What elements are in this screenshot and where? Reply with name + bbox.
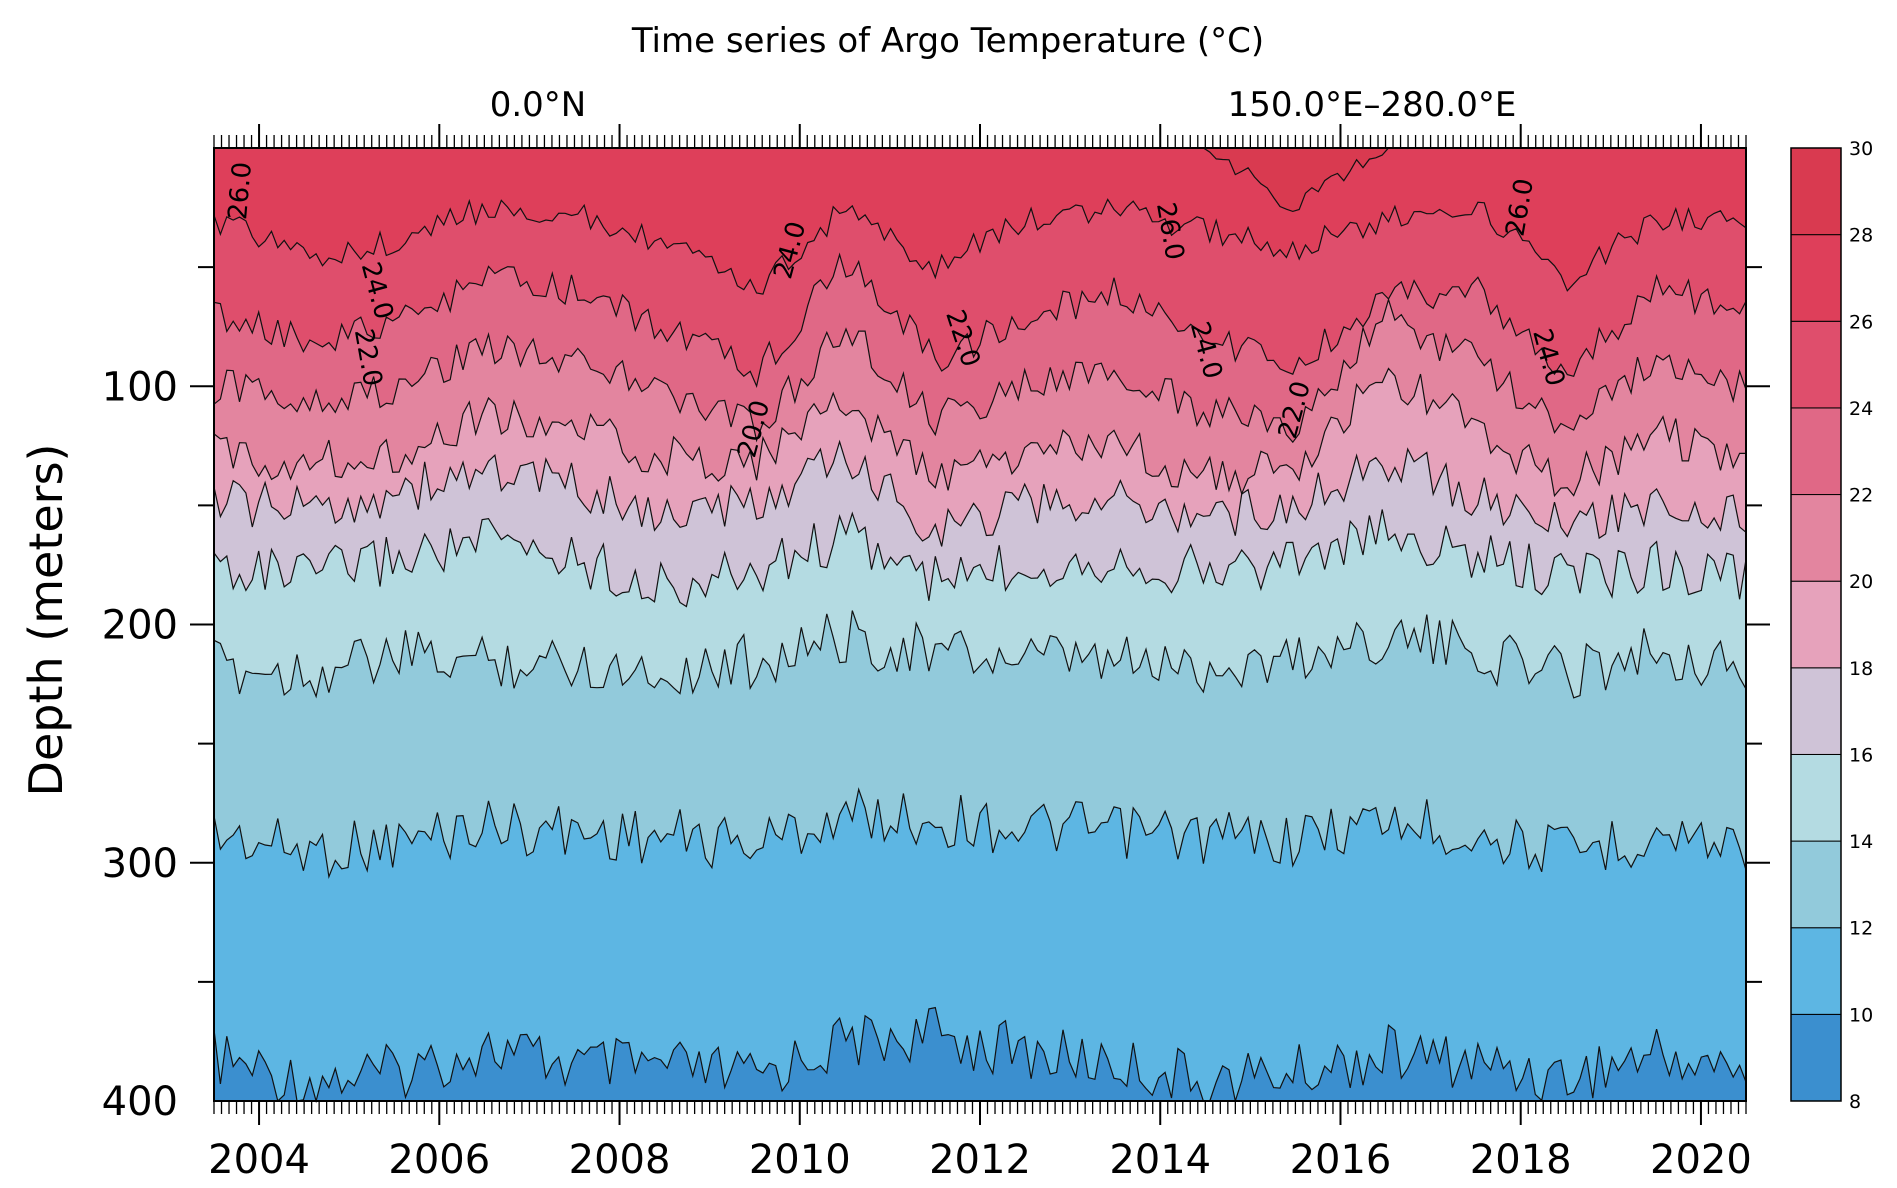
colorbar-swatch	[1790, 840, 1842, 929]
x-tick-label: 2008	[569, 1137, 671, 1183]
colorbar-label: 18	[1849, 658, 1873, 680]
colorbar: 30 28 26 24 22 20 18 16 14 12 10 8	[1790, 138, 1873, 1113]
colorbar-swatch	[1790, 234, 1842, 322]
isotherm-22	[213, 297, 1747, 444]
contour-fills	[214, 148, 1746, 1101]
isotherm-20	[213, 367, 1746, 498]
chart-title: Time series of Argo Temperature (°C)	[631, 21, 1264, 61]
y-tick-label: 300	[102, 841, 178, 887]
contour-label: 26.0	[223, 161, 258, 221]
colorbar-label: 24	[1849, 398, 1873, 420]
x-tick-label: 2006	[388, 1137, 490, 1183]
left-subtitle: 0.0°N	[490, 85, 587, 125]
colorbar-label: 12	[1849, 918, 1873, 940]
colorbar-label: 26	[1849, 311, 1873, 333]
x-tick-label: 2014	[1109, 1137, 1211, 1183]
colorbar-label: 16	[1849, 744, 1873, 766]
isotherm-24	[213, 252, 1747, 389]
colorbar-label: 10	[1849, 1004, 1873, 1026]
colorbar-label: 14	[1849, 831, 1873, 853]
plot-axes: 2004 2006 2008 2010 2012 2014 2016 2018 2020 100 2…	[102, 124, 1770, 1183]
isotherm-26	[213, 198, 1747, 295]
y-tick-label: 100	[102, 364, 178, 410]
colorbar-swatch	[1790, 927, 1842, 1015]
isotherm-18	[213, 439, 1747, 547]
band-fill-28-30	[214, 148, 1746, 212]
x-tick-label: 2012	[929, 1137, 1031, 1183]
colorbar-frame	[1790, 147, 1842, 1102]
colorbar-swatch	[1790, 494, 1842, 582]
colorbar-label: 22	[1849, 485, 1873, 507]
colorbar-label: 28	[1849, 225, 1873, 247]
band-fill-26-28	[214, 148, 1746, 295]
isotherm-10	[213, 1006, 1747, 1104]
colorbar-swatch	[1790, 407, 1842, 496]
colorbar-label: 20	[1849, 571, 1873, 593]
colorbar-label: 30	[1849, 138, 1873, 160]
y-tick-label: 400	[102, 1079, 178, 1125]
y-axis-label: Depth (meters)	[19, 444, 73, 797]
x-tick-label: 2004	[208, 1137, 310, 1183]
isotherm-12	[213, 787, 1747, 880]
colorbar-swatch	[1790, 667, 1842, 755]
x-tick-label: 2010	[749, 1137, 851, 1183]
colorbar-swatch	[1790, 753, 1842, 842]
colorbar-swatch	[1790, 320, 1842, 409]
colorbar-label: 8	[1849, 1091, 1861, 1113]
colorbar-swatch	[1790, 580, 1842, 669]
colorbar-swatch	[1790, 147, 1842, 236]
x-tick-label: 2020	[1650, 1137, 1752, 1183]
x-tick-label: 2016	[1290, 1137, 1392, 1183]
x-tick-label: 2018	[1470, 1137, 1572, 1183]
y-tick-label: 200	[102, 603, 178, 649]
right-subtitle: 150.0°E–280.0°E	[1228, 85, 1517, 125]
colorbar-swatch	[1790, 1013, 1842, 1102]
isotherm-14	[213, 610, 1747, 699]
isotherm-16	[213, 509, 1747, 608]
